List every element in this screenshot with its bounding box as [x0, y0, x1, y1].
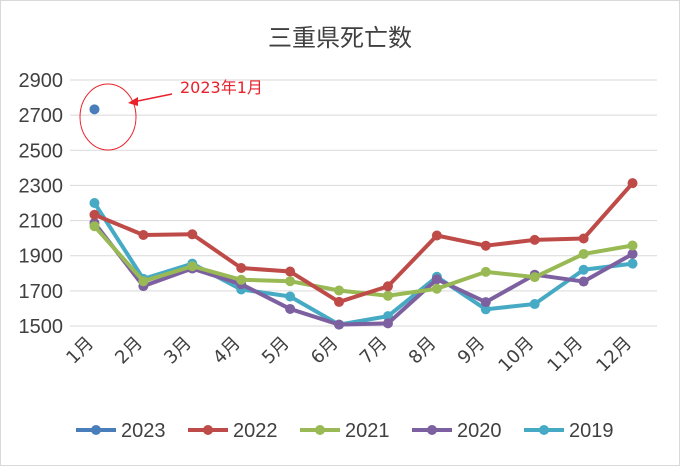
- data-point: [578, 264, 589, 275]
- series-line: [92, 181, 635, 304]
- annotation-group: 2023年1月: [79, 78, 263, 151]
- legend-swatch-marker: [203, 425, 213, 435]
- x-tick-label: 10月: [494, 333, 538, 377]
- data-point: [285, 266, 296, 277]
- series-line: [92, 201, 635, 327]
- data-point: [480, 304, 491, 315]
- series-2023: [89, 104, 100, 115]
- data-point: [334, 285, 345, 296]
- y-tick-label: 2100: [19, 211, 64, 233]
- data-point: [89, 198, 100, 208]
- y-tick-label: 1700: [19, 281, 64, 303]
- x-tick-label: 8月: [405, 333, 441, 369]
- data-point: [529, 299, 540, 310]
- data-point: [334, 296, 345, 307]
- data-point: [578, 276, 589, 287]
- x-tick-label: 5月: [258, 333, 294, 369]
- data-point: [89, 221, 100, 232]
- data-point: [187, 229, 198, 240]
- legend-label: 2023: [121, 420, 166, 442]
- data-point: [382, 281, 393, 292]
- series-line: [92, 224, 635, 298]
- data-point: [627, 248, 638, 259]
- y-tick-label: 2700: [19, 105, 64, 127]
- data-point: [529, 272, 540, 283]
- data-point: [334, 319, 345, 330]
- x-axis-ticks: 1月 2月 3月 4月 5月 6月 7月 8月 9月 10月 11月 12月: [62, 333, 636, 377]
- y-tick-label: 1900: [19, 246, 64, 268]
- annotation-label: 2023年1月: [180, 78, 263, 97]
- data-point: [382, 290, 393, 301]
- chart-title: 三重県死亡数: [268, 24, 412, 52]
- data-point: [236, 263, 247, 274]
- x-tick-label: 11月: [543, 333, 587, 377]
- legend-label: 2021: [345, 420, 390, 442]
- x-tick-label: 2月: [111, 333, 147, 369]
- x-tick-label: 6月: [307, 333, 343, 369]
- data-point: [578, 248, 589, 259]
- data-point: [480, 297, 491, 308]
- data-point: [529, 234, 540, 245]
- annotation-arrow-line: [132, 93, 173, 103]
- annotation-circle: [79, 83, 137, 151]
- legend: 2023 2022 2021 2020 2019: [76, 420, 614, 442]
- data-point: [431, 283, 442, 294]
- data-point: [187, 261, 198, 272]
- x-tick-label: 7月: [356, 333, 392, 369]
- series-2019: [89, 198, 638, 330]
- data-point: [382, 318, 393, 329]
- annotation-arrow-head: [128, 97, 138, 106]
- y-tick-label: 2500: [19, 140, 64, 162]
- data-point: [627, 240, 638, 251]
- data-point: [627, 258, 638, 269]
- data-point: [627, 178, 638, 189]
- y-axis-ticks: 1500 1700 1900 2100 2300 2500 2700 2900: [19, 70, 64, 338]
- data-point: [89, 209, 100, 220]
- x-tick-label: 1月: [62, 333, 98, 369]
- legend-swatch-marker: [539, 425, 549, 435]
- legend-label: 2020: [457, 420, 502, 442]
- legend-swatch-marker: [315, 425, 325, 435]
- x-tick-label: 3月: [160, 333, 196, 369]
- x-tick-label: 4月: [209, 333, 245, 369]
- legend-label: 2022: [233, 420, 278, 442]
- series-2022: [89, 178, 638, 307]
- data-point: [138, 276, 149, 287]
- series-line: [92, 220, 635, 327]
- x-tick-label: 12月: [592, 333, 636, 377]
- data-point: [578, 233, 589, 244]
- x-tick-label: 9月: [454, 333, 490, 369]
- data-point: [431, 230, 442, 241]
- data-point: [236, 274, 247, 285]
- data-point: [285, 291, 296, 302]
- legend-label: 2019: [569, 420, 614, 442]
- legend-swatch-marker: [427, 425, 437, 435]
- gridlines: [70, 79, 657, 327]
- legend-swatch-marker: [91, 425, 101, 435]
- series-group: [89, 104, 638, 330]
- data-point: [285, 303, 296, 314]
- y-tick-label: 2900: [19, 70, 64, 92]
- data-point: [431, 274, 442, 285]
- data-point: [89, 104, 100, 115]
- y-tick-label: 1500: [19, 316, 64, 338]
- data-point: [480, 240, 491, 251]
- y-tick-label: 2300: [19, 175, 64, 197]
- data-point: [285, 276, 296, 287]
- data-point: [138, 229, 149, 240]
- data-point: [480, 266, 491, 277]
